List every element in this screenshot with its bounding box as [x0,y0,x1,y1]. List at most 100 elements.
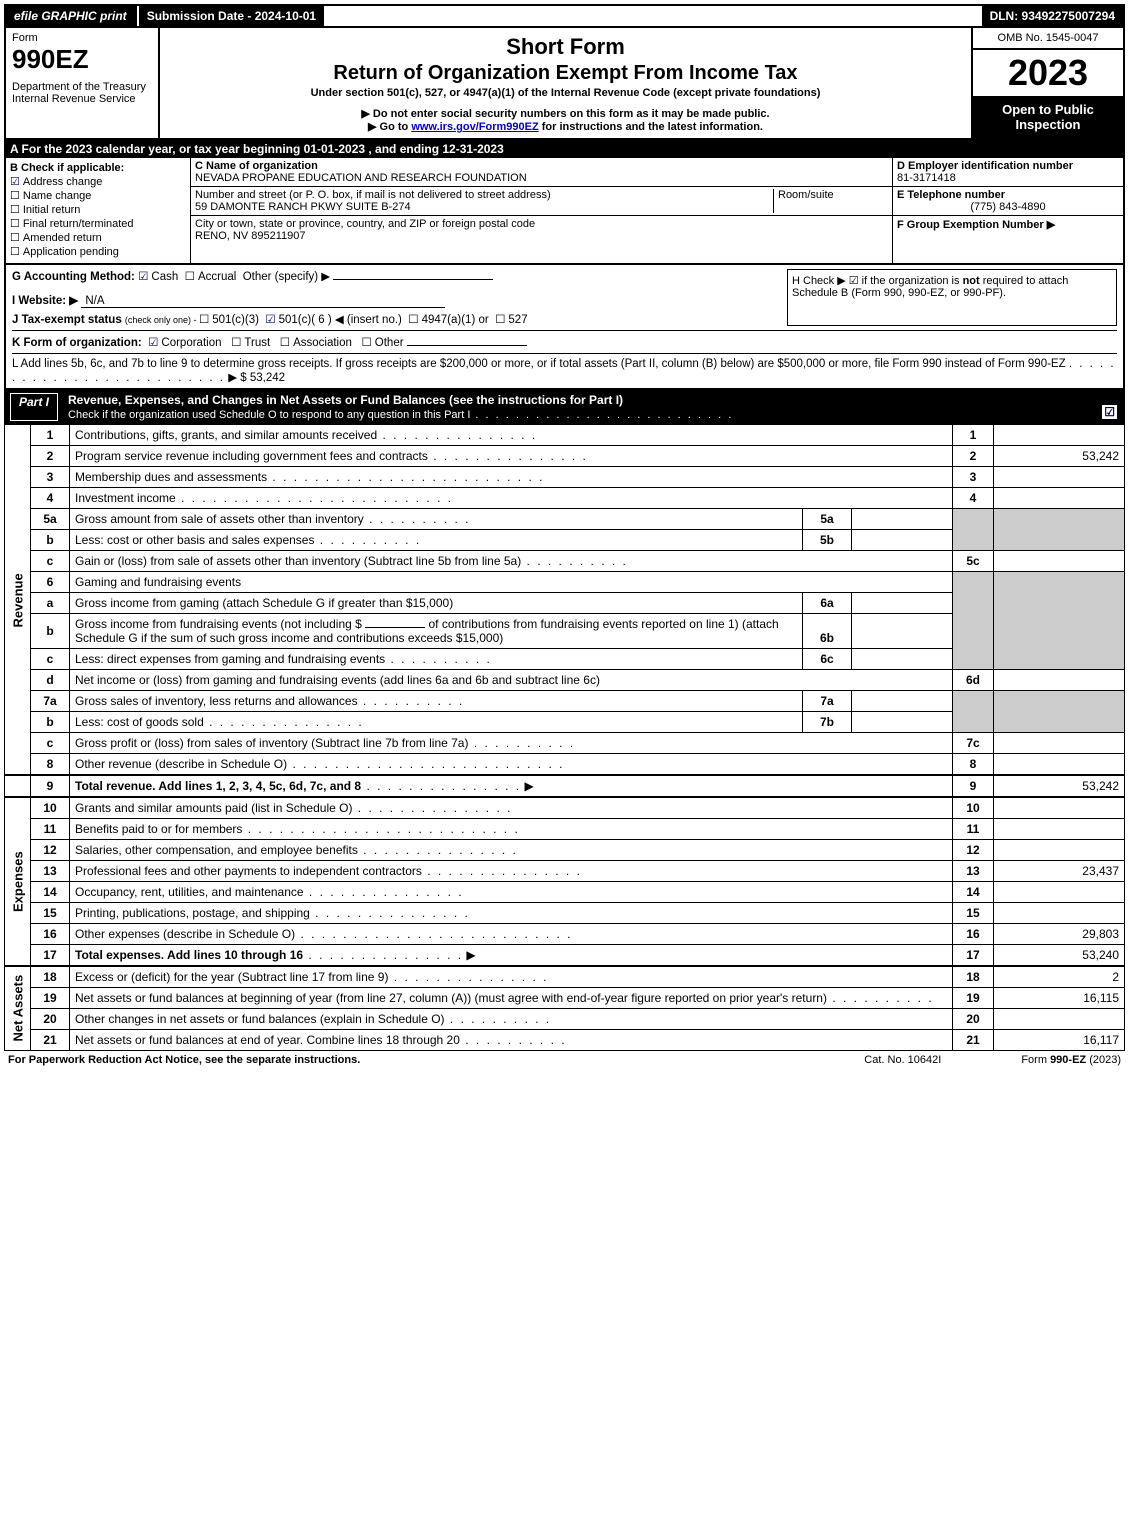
line-7b-sub: 7b [803,712,852,733]
line-21-no: 21 [31,1030,70,1051]
line-7c-no: c [31,733,70,754]
line-4-num: 4 [953,488,994,509]
check-other-org[interactable]: Other [361,337,403,349]
j-label: J Tax-exempt status [12,314,125,326]
form-header: Form 990EZ Department of the Treasury In… [4,28,1125,140]
g-label: G Accounting Method: [12,271,135,283]
l-value: ▶ $ 53,242 [228,372,285,384]
line-6c-subval [852,649,953,670]
line-19-num: 19 [953,988,994,1009]
return-title: Return of Organization Exempt From Incom… [164,62,967,85]
line-19-desc: Net assets or fund balances at beginning… [70,988,953,1009]
footer-cat: Cat. No. 10642I [864,1054,941,1066]
line-18-val: 2 [994,966,1125,988]
goto-post: for instructions and the latest informat… [539,121,763,133]
f-label: F Group Exemption Number ▶ [897,219,1055,231]
g-accounting: G Accounting Method: Cash Accrual Other … [12,269,779,283]
check-501c[interactable]: 501(c)( 6 ) ◀ (insert no.) [265,314,402,326]
line-7c-desc: Gross profit or (loss) from sales of inv… [70,733,953,754]
subtitle: Under section 501(c), 527, or 4947(a)(1)… [164,87,967,99]
footer-left: For Paperwork Reduction Act Notice, see … [8,1054,360,1066]
check-amended-return[interactable]: Amended return [10,231,186,244]
check-initial-return[interactable]: Initial return [10,203,186,216]
check-accrual[interactable]: Accrual [185,271,237,283]
c-name-label: C Name of organization [195,160,318,172]
line-4-no: 4 [31,488,70,509]
line-20-desc: Other changes in net assets or fund bala… [70,1009,953,1030]
l-gross-receipts: L Add lines 5b, 6c, and 7b to line 9 to … [12,353,1117,384]
org-name-cell: C Name of organization NEVADA PROPANE ED… [191,158,892,187]
line-3-val [994,467,1125,488]
check-cash[interactable]: Cash [138,271,178,283]
check-527[interactable]: 527 [495,314,528,326]
omb-number: OMB No. 1545-0047 [973,28,1123,50]
website-value: N/A [81,295,445,308]
line-9-desc: Total revenue. Add lines 1, 2, 3, 4, 5c,… [70,775,953,797]
line-3-no: 3 [31,467,70,488]
line-5a-desc: Gross amount from sale of assets other t… [70,509,803,530]
line-11-no: 11 [31,819,70,840]
check-address-change[interactable]: Address change [10,175,186,188]
form-word: Form [12,32,152,44]
line-12-desc: Salaries, other compensation, and employ… [70,840,953,861]
line-15-no: 15 [31,903,70,924]
f-group: F Group Exemption Number ▶ [893,216,1123,233]
line-21-desc: Net assets or fund balances at end of ye… [70,1030,953,1051]
line-14-no: 14 [31,882,70,903]
check-application-pending[interactable]: Application pending [10,245,186,258]
line-6b-no: b [31,614,70,649]
phone-value: (775) 843-4890 [897,201,1119,213]
tax-year: 2023 [973,50,1123,96]
grey-6 [953,572,994,670]
line-21-num: 21 [953,1030,994,1051]
city-value: RENO, NV 895211907 [195,230,305,242]
grey-7v [994,691,1125,733]
check-name-change[interactable]: Name change [10,189,186,202]
check-trust[interactable]: Trust [231,337,270,349]
line-6c-desc: Less: direct expenses from gaming and fu… [70,649,803,670]
efile-print-button[interactable]: efile GRAPHIC print [6,6,137,26]
line-5a-subval [852,509,953,530]
check-association[interactable]: Association [280,337,352,349]
line-6-no: 6 [31,572,70,593]
dept-treasury: Department of the Treasury [12,81,152,93]
section-b-checkboxes: B Check if applicable: Address change Na… [6,158,191,263]
line-20-no: 20 [31,1009,70,1030]
line-3-desc: Membership dues and assessments [70,467,953,488]
part1-title: Revenue, Expenses, and Changes in Net As… [68,393,623,407]
part1-checkbox[interactable]: ☑ [1102,405,1117,419]
check-501c3[interactable]: 501(c)(3) [199,314,259,326]
line-5b-no: b [31,530,70,551]
line-18-no: 18 [31,966,70,988]
check-final-return[interactable]: Final return/terminated [10,217,186,230]
inspection-line2: Inspection [977,117,1119,132]
goto-line: ▶ Go to www.irs.gov/Form990EZ for instru… [164,120,967,133]
b-label: B Check if applicable: [10,162,186,174]
line-16-num: 16 [953,924,994,945]
line-6d-desc: Net income or (loss) from gaming and fun… [70,670,953,691]
check-4947[interactable]: 4947(a)(1) or [408,314,488,326]
short-form-title: Short Form [164,34,967,60]
section-a-dates: A For the 2023 calendar year, or tax yea… [4,140,1125,158]
ssn-warning: ▶ Do not enter social security numbers o… [164,107,967,120]
section-c-org: C Name of organization NEVADA PROPANE ED… [191,158,892,263]
grey-5v [994,509,1125,551]
line-8-no: 8 [31,754,70,776]
form-id-block: Form 990EZ Department of the Treasury In… [6,28,160,138]
line-1-no: 1 [31,425,70,446]
line-14-val [994,882,1125,903]
line-5a-no: 5a [31,509,70,530]
line-7c-val [994,733,1125,754]
line-14-num: 14 [953,882,994,903]
line-19-val: 16,115 [994,988,1125,1009]
form-right-block: OMB No. 1545-0047 2023 Open to Public In… [971,28,1123,138]
line-2-no: 2 [31,446,70,467]
h-not: not [963,275,980,287]
city-cell: City or town, state or province, country… [191,216,892,244]
check-corporation[interactable]: Corporation [148,337,221,349]
line-11-num: 11 [953,819,994,840]
irs-link[interactable]: www.irs.gov/Form990EZ [411,121,538,133]
line-7c-num: 7c [953,733,994,754]
k-form-org: K Form of organization: Corporation Trus… [12,330,1117,349]
grey-5 [953,509,994,551]
